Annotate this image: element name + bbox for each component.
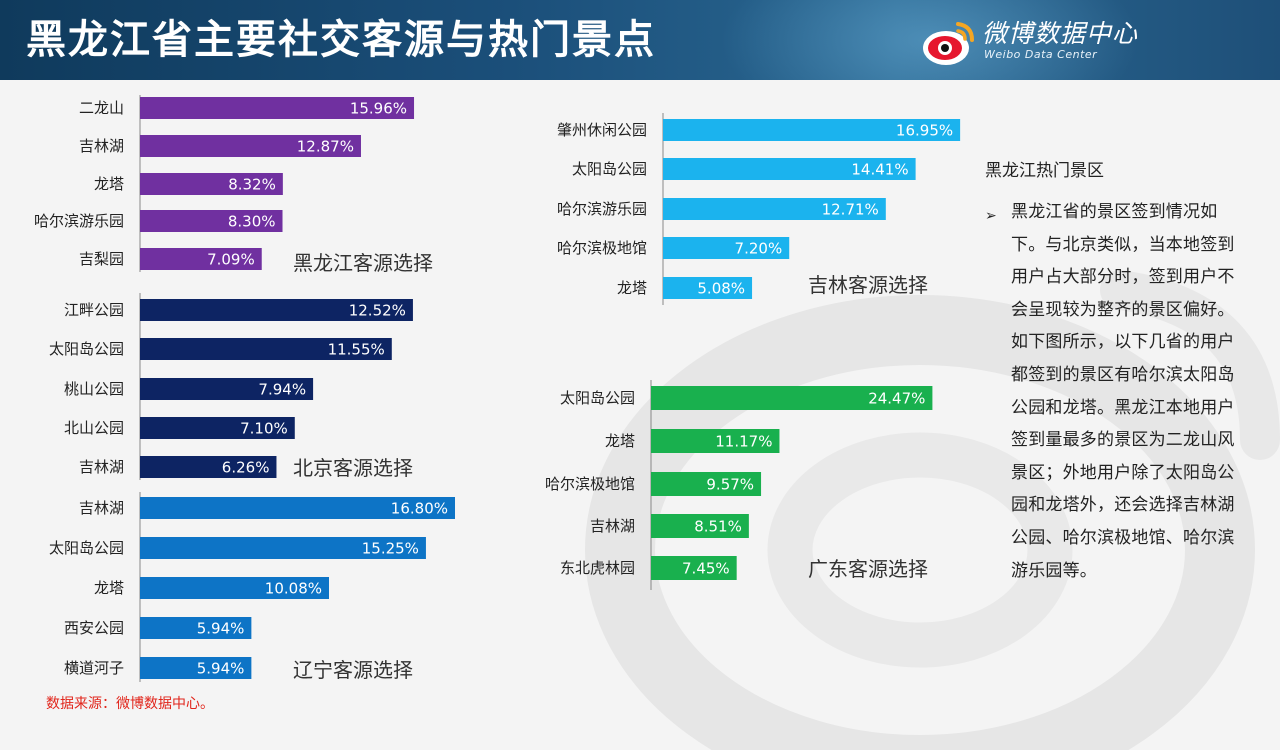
bar: [140, 657, 252, 679]
category-label: 太阳岛公园: [49, 539, 124, 557]
chart-jilin: 肇州休闲公园 16.95% 太阳岛公园 14.41% 哈尔滨游乐园 12.71% 哈尔滨极地…: [557, 113, 961, 305]
data-label: 12.52%: [349, 302, 406, 320]
data-label: 7.45%: [682, 560, 730, 578]
data-label: 7.94%: [258, 381, 306, 399]
bar: [651, 556, 737, 580]
panel-description: 黑龙江省的景区签到情况如下。与北京类似，当本地签到用户占大部分时，签到用户不会呈…: [1011, 202, 1235, 581]
bullet-arrow-icon: ➢: [985, 208, 997, 224]
data-label: 8.32%: [228, 176, 276, 194]
data-label: 10.08%: [265, 580, 322, 598]
brand-name-cn: 微博数据中心: [982, 19, 1139, 48]
data-label: 7.10%: [240, 420, 288, 438]
chart-title: 北京客源选择: [293, 456, 413, 480]
chart-title: 辽宁客源选择: [293, 658, 413, 682]
bar: [140, 299, 413, 321]
category-label: 哈尔滨极地馆: [545, 475, 635, 493]
category-label: 龙塔: [617, 279, 647, 297]
data-label: 16.80%: [391, 500, 448, 518]
bar: [651, 386, 933, 410]
category-label: 江畔公园: [64, 301, 124, 319]
bar: [140, 135, 361, 157]
bar: [663, 277, 753, 299]
category-label: 龙塔: [605, 432, 635, 450]
category-label: 吉林湖: [590, 517, 635, 535]
data-label: 15.96%: [350, 100, 407, 118]
data-label: 11.55%: [328, 341, 385, 359]
category-label: 桃山公园: [64, 380, 124, 398]
data-label: 8.30%: [228, 213, 276, 231]
bar: [651, 472, 762, 496]
data-label: 15.25%: [362, 540, 419, 558]
data-label: 9.57%: [706, 476, 754, 494]
weibo-eye-icon: [923, 22, 974, 65]
category-label: 吉林湖: [79, 137, 124, 155]
brand-name-en: Weibo Data Center: [984, 48, 1098, 61]
bar-charts: 二龙山 15.96% 吉林湖 12.87% 龙塔 8.32% 哈尔滨游乐园 8.30% 吉梨园 7…: [34, 95, 961, 682]
chart-title: 黑龙江客源选择: [293, 251, 433, 275]
bar: [140, 210, 283, 232]
chart-guangdong: 太阳岛公园 24.47% 龙塔 11.17% 哈尔滨极地馆 9.57% 吉林湖 8.51% 东北…: [545, 380, 933, 590]
category-label: 太阳岛公园: [560, 389, 635, 407]
bar: [140, 173, 283, 195]
data-label: 14.41%: [851, 161, 908, 179]
bar: [651, 429, 780, 453]
chart-heilongjiang: 二龙山 15.96% 吉林湖 12.87% 龙塔 8.32% 哈尔滨游乐园 8.30% 吉梨园 7…: [34, 95, 433, 275]
category-label: 吉梨园: [79, 250, 124, 268]
bar: [140, 417, 295, 439]
bar: [140, 617, 252, 639]
data-label: 7.09%: [207, 251, 255, 269]
data-label: 11.17%: [715, 433, 772, 451]
data-label: 24.47%: [868, 390, 925, 408]
bar: [140, 378, 314, 400]
chart-liaoning: 吉林湖 16.80% 太阳岛公园 15.25% 龙塔 10.08% 西安公园 5.94% 横道河…: [49, 492, 455, 682]
data-label: 7.20%: [735, 240, 783, 258]
category-label: 吉林湖: [79, 499, 124, 517]
chart-title: 广东客源选择: [808, 557, 928, 581]
data-label: 6.26%: [222, 459, 270, 477]
data-label: 12.71%: [822, 201, 879, 219]
category-label: 太阳岛公园: [572, 160, 647, 178]
data-label: 5.94%: [197, 620, 245, 638]
header-bar: 黑龙江省主要社交客源与热门景点 微博数据中心 Weibo Data Center: [0, 0, 1280, 80]
bar: [140, 456, 277, 478]
bar: [140, 338, 392, 360]
category-label: 龙塔: [94, 175, 124, 193]
category-label: 龙塔: [94, 579, 124, 597]
category-label: 西安公园: [64, 619, 124, 637]
data-label: 5.08%: [697, 280, 745, 298]
weibo-logo: 微博数据中心 Weibo Data Center: [920, 14, 1250, 70]
category-label: 东北虎林园: [560, 559, 635, 577]
bar: [140, 248, 262, 270]
category-label: 二龙山: [79, 99, 124, 117]
weibo-watermark-icon: [585, 270, 1280, 750]
source-note: 数据来源：微博数据中心。: [46, 696, 214, 712]
category-label: 哈尔滨极地馆: [557, 239, 647, 257]
category-label: 太阳岛公园: [49, 340, 124, 358]
category-label: 吉林湖: [79, 458, 124, 476]
category-label: 北山公园: [64, 419, 124, 437]
bar: [663, 237, 790, 259]
bar: [140, 577, 329, 599]
data-label: 8.51%: [694, 518, 742, 536]
bar: [663, 119, 961, 141]
bar: [140, 97, 415, 119]
chart-title: 吉林客源选择: [808, 273, 928, 297]
chart-beijing: 江畔公园 12.52% 太阳岛公园 11.55% 桃山公园 7.94% 北山公园 7.10% 吉…: [49, 293, 413, 480]
bar: [140, 537, 426, 559]
data-label: 12.87%: [297, 138, 354, 156]
page-title: 黑龙江省主要社交客源与热门景点: [26, 17, 656, 63]
bar: [663, 198, 886, 220]
data-label: 16.95%: [896, 122, 953, 140]
panel-title: 黑龙江热门景区: [985, 161, 1104, 181]
bar: [140, 497, 455, 519]
data-label: 5.94%: [197, 660, 245, 678]
category-label: 哈尔滨游乐园: [34, 212, 124, 230]
bar: [663, 158, 916, 180]
category-label: 哈尔滨游乐园: [557, 200, 647, 218]
category-label: 肇州休闲公园: [557, 121, 647, 139]
bar: [651, 514, 749, 538]
category-label: 横道河子: [64, 659, 124, 677]
